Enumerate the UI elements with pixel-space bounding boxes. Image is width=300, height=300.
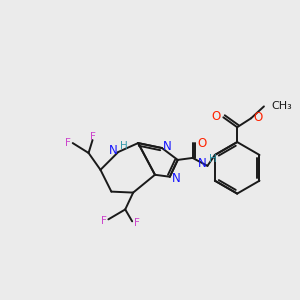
Text: N: N	[109, 145, 117, 158]
Text: H: H	[120, 141, 128, 151]
Text: N: N	[198, 158, 206, 170]
Text: F: F	[65, 138, 71, 148]
Text: F: F	[90, 132, 95, 142]
Text: N: N	[163, 140, 172, 152]
Text: O: O	[198, 136, 207, 150]
Text: F: F	[134, 218, 140, 228]
Text: CH₃: CH₃	[272, 101, 292, 111]
Text: O: O	[211, 110, 220, 123]
Text: F: F	[100, 216, 106, 226]
Text: O: O	[253, 111, 262, 124]
Text: N: N	[172, 172, 181, 185]
Text: H: H	[208, 154, 216, 164]
